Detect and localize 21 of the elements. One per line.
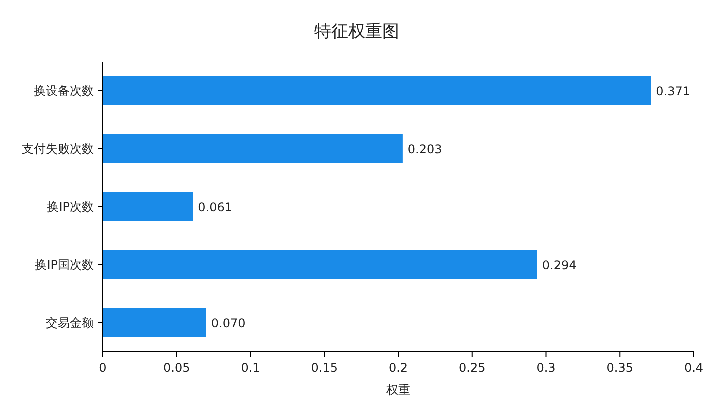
data-label: 0.294 xyxy=(542,258,577,272)
chart-title: 特征权重图 xyxy=(314,22,400,42)
x-tick-label: 0.15 xyxy=(311,361,338,375)
x-tick-label: 0.25 xyxy=(459,361,486,375)
x-tick-label: 0.4 xyxy=(684,361,704,375)
x-tick-label: 0.2 xyxy=(388,361,408,375)
x-tick-label: 0.05 xyxy=(164,361,190,375)
x-axis-title: 权重 xyxy=(386,383,410,397)
data-label: 0.371 xyxy=(656,84,691,98)
x-tick-label: 0.1 xyxy=(241,361,260,375)
data-label: 0.070 xyxy=(211,316,246,330)
y-tick-label: 支付失败次数 xyxy=(22,142,94,156)
x-tick-label: 0.35 xyxy=(606,361,634,375)
x-tick-label: 0 xyxy=(99,361,107,375)
x-tick-label: 0.3 xyxy=(536,361,556,375)
data-label: 0.203 xyxy=(408,142,442,156)
y-tick-label: 换设备次数 xyxy=(34,84,94,98)
y-tick-label: 交易金额 xyxy=(46,316,94,330)
y-tick-label: 换IP国次数 xyxy=(35,258,94,272)
data-label: 0.061 xyxy=(198,200,232,214)
y-tick-label: 换IP次数 xyxy=(47,200,94,214)
